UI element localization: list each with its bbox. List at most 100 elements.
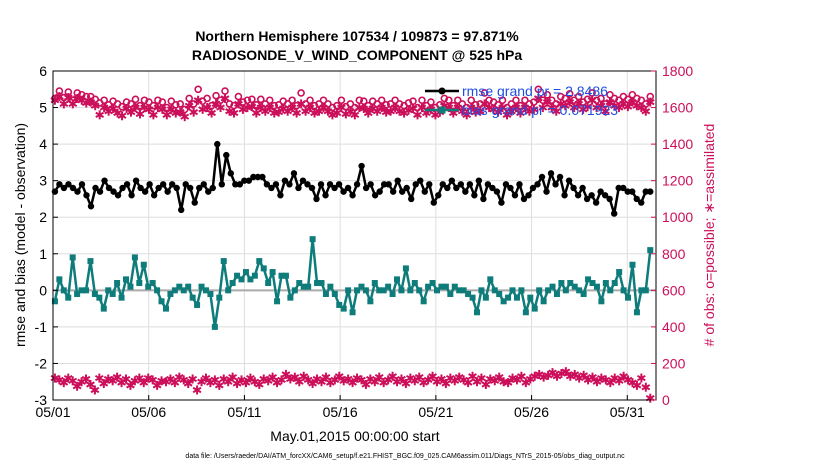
obs-assimilated-point [216,103,225,113]
bias-point [376,287,383,294]
bias-point [109,290,116,297]
obs-assimilated-point [645,97,655,107]
rmse-point [308,184,316,192]
rmse-point [371,192,379,199]
y-right-tick-label-0: 0 [662,392,670,408]
bias-point [118,294,125,301]
obs-possible-point [203,94,211,103]
bias-point [527,294,534,301]
rmse-point [326,181,334,188]
obs-low-point [99,379,109,389]
rmse-point [462,188,469,195]
bias-point [553,290,560,297]
rmse-point [633,195,640,203]
bias-point [74,290,81,297]
bias-point [96,294,103,301]
obs-assimilated-point [538,103,548,113]
bias-point [305,283,312,290]
rmse-point [444,184,451,192]
rmse-point [110,188,117,195]
y-left-tick-label-5: 2 [39,209,47,225]
bias-point [60,287,67,294]
rmse-point [232,181,239,188]
rmse-point [290,170,298,177]
rmse-point [638,199,645,206]
obs-assimilated-point [265,103,275,113]
bias-point [78,287,85,294]
obs-assimilated-point [287,103,297,113]
bias-point [349,309,356,316]
bias-point [496,290,503,297]
obs-low-point [397,374,406,384]
bias-point [389,290,396,297]
y-axis-left: -3 -2 -1 0 1 2 3 4 5 6 [35,63,58,408]
rmse-point [241,177,248,184]
bias-point [162,305,169,312]
bias-point [300,283,307,290]
y-axis-label-left: rmse and bias (model - observation) [12,123,28,347]
rmse-point [196,184,203,192]
bias-point [123,276,129,283]
obs-low-point [277,375,286,385]
rmse-point [574,192,582,199]
obs-assimilated-point [126,107,136,117]
rmse-point [191,199,198,206]
bias-point [442,283,449,290]
y-right-tick-label-4: 800 [662,246,686,262]
obs-assimilated-point [247,102,257,112]
obs-low-point [94,373,104,383]
obs-low-point [641,382,651,392]
rmse-point [484,181,492,188]
bias-point [211,323,218,330]
obs-low-point [388,371,397,381]
obs-low-point [121,374,131,384]
rmse-point [647,188,654,195]
bias-point [460,287,467,294]
rmse-point [65,181,72,188]
obs-assimilated-point [202,103,212,113]
bias-point [69,254,76,261]
x-tick-label-2: 05/11 [227,404,261,420]
bias-point [611,280,618,287]
rmse-point [137,184,144,192]
rmse-point [132,177,140,184]
obs-assimilated-point [377,103,387,113]
bias-point [456,287,463,294]
rmse-point [367,181,374,188]
bias-point [269,269,276,276]
obs-assimilated-point [413,110,422,120]
rmse-point [83,192,90,199]
bias-point [345,287,352,294]
bias-point [367,298,374,305]
rmse-point [426,181,433,188]
y-left-tick-label-9: 6 [39,63,47,79]
x-axis: 05/01 05/06 05/11 05/16 05/21 05/26 05/31 [35,395,645,420]
rmse-point [398,188,406,195]
bias-point [629,261,636,268]
rmse-point [209,184,216,192]
rmse-point [439,181,446,188]
bias-point [638,287,645,294]
bias-point [540,298,547,305]
bias-point [633,309,640,316]
obs-assimilated-point [207,108,216,118]
obs-possible-point [565,90,574,98]
rmse-point [403,184,410,192]
bias-point [385,283,392,290]
obs-assimilated-point [587,95,597,105]
bias-point [411,280,418,287]
obs-assimilated-point [417,103,427,113]
obs-low-point [148,375,158,385]
bias-point [100,305,107,312]
bias-point [171,287,178,294]
obs-low-point [68,376,78,386]
rmse-point [561,192,568,199]
rmse-point [412,181,419,188]
bias-point [447,290,454,297]
bias-point [425,283,432,290]
rmse-point [123,181,131,188]
bias-point [198,283,205,290]
obs-low-point [481,379,491,389]
bias-point [242,269,249,276]
bias-point [469,294,476,301]
